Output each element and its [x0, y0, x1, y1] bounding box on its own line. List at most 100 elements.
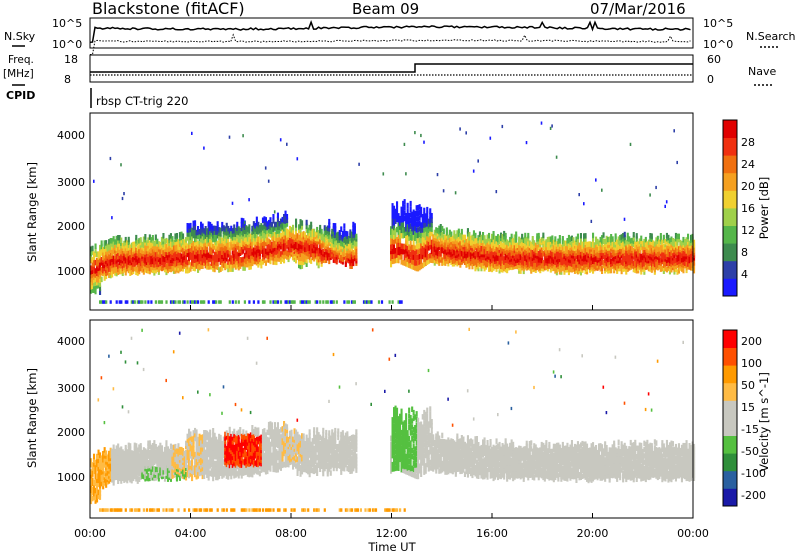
cell-1670: [302, 239, 305, 246]
cell-4260: [674, 236, 677, 242]
cell-2970: [504, 254, 507, 260]
cell-1826: [323, 257, 326, 264]
cell-2800: [482, 232, 485, 238]
cell-3456: [567, 241, 570, 247]
cell-1726: [310, 248, 313, 254]
cell-586: [165, 252, 168, 258]
cell-755: [186, 243, 189, 249]
cell-3937: [631, 237, 634, 244]
cell-992: [216, 260, 219, 267]
cell-3083: [519, 265, 522, 272]
cell-838: [197, 256, 200, 262]
cell-400: [138, 444, 141, 450]
cell-2196: [403, 260, 406, 266]
cell-1464: [276, 232, 279, 238]
cell-1656: [301, 243, 304, 250]
cell-275: [124, 258, 127, 264]
cell-2922: [498, 262, 501, 268]
cell-472: [147, 446, 150, 453]
cell-1284: [254, 252, 257, 258]
cell-2502: [442, 234, 445, 240]
cell-944: [210, 260, 213, 266]
cell-1136: [234, 238, 237, 245]
cell-3774: [610, 243, 613, 249]
cell-3316: [549, 236, 552, 242]
cell-2561: [450, 231, 453, 237]
cell-319: [129, 464, 132, 471]
cell-2262: [411, 225, 414, 232]
cell-3913: [628, 244, 631, 250]
cell-388: [136, 447, 139, 453]
cell-3145: [527, 252, 530, 259]
cell-2882: [492, 231, 495, 237]
cell-4170: [662, 234, 665, 241]
cell-409: [142, 260, 145, 266]
cell-1249: [248, 198, 250, 202]
cell-3657: [595, 262, 598, 268]
cell-1141: [236, 263, 239, 269]
cell-3711: [601, 235, 604, 241]
cell-1291: [254, 229, 257, 235]
cell-979: [215, 260, 218, 266]
cell-1498: [281, 242, 284, 248]
cell-1138: [234, 231, 237, 237]
cell-3632: [590, 219, 593, 223]
cell-2753: [475, 237, 478, 244]
cell-89: [100, 300, 103, 304]
cell-4271: [676, 236, 679, 243]
cell-61: [97, 453, 100, 460]
cell-2346: [421, 222, 424, 229]
cell-204: [115, 245, 118, 251]
cell-53: [96, 257, 99, 264]
cell-82: [100, 266, 103, 273]
cell-103: [103, 268, 106, 275]
cell-2135: [394, 238, 397, 244]
cell-3192: [533, 254, 536, 261]
cell-665: [175, 267, 178, 273]
cell-863: [200, 248, 203, 254]
cell-2480: [439, 236, 442, 242]
cell-1369: [264, 236, 267, 243]
cell-2156: [397, 237, 400, 243]
cell-743: [185, 258, 188, 265]
cell-3964: [635, 249, 638, 255]
cell-4279: [677, 252, 680, 258]
cell-71: [99, 273, 102, 279]
cell-3901: [626, 241, 629, 248]
cell-4200: [667, 243, 670, 249]
cell-118: [105, 467, 108, 474]
cell-2803: [483, 257, 486, 263]
cell-3505: [575, 267, 578, 274]
cell-2111: [391, 238, 394, 244]
cell-723: [182, 239, 185, 245]
cell-3806: [614, 250, 617, 257]
cell-2229: [406, 213, 409, 219]
cell-2438: [435, 258, 438, 264]
cell-2315: [418, 259, 421, 265]
cell-1002: [218, 267, 221, 273]
cell-3862: [622, 257, 625, 263]
cell-4058: [647, 239, 650, 246]
cell-62: [97, 449, 100, 456]
cell-251: [120, 449, 123, 455]
cell-4309: [682, 262, 685, 268]
cell-4268: [676, 246, 679, 253]
cell-1767: [314, 231, 317, 237]
cell-1244: [248, 235, 251, 241]
cell-1653: [301, 255, 304, 262]
cell-4: [90, 273, 93, 279]
cell-2199: [403, 243, 406, 250]
cell-1100: [230, 233, 233, 239]
cell-487: [151, 235, 154, 241]
cell-2223: [406, 245, 409, 252]
cell-76: [99, 508, 102, 512]
cell-4335: [685, 251, 688, 257]
cell-1864: [328, 251, 331, 257]
cell-1046: [222, 225, 225, 231]
cell-2294: [415, 243, 418, 250]
cell-254: [120, 350, 122, 354]
cell-2599: [456, 255, 459, 261]
freq-unit: [MHz]: [3, 68, 34, 80]
cell-1610: [295, 232, 298, 239]
cell-100: [102, 300, 105, 304]
